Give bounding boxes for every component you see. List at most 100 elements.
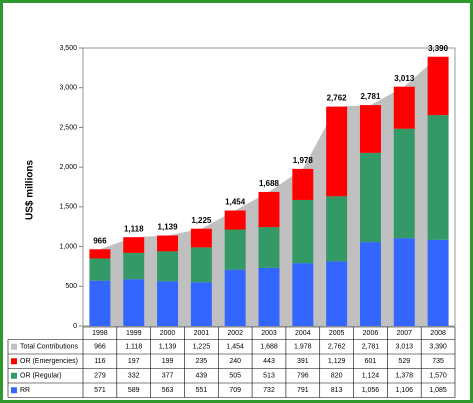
table-value: 391 — [297, 358, 309, 365]
bar-segment — [157, 251, 179, 282]
total-label: 1,225 — [191, 216, 212, 225]
legend-label: OR (Emergencies) — [20, 358, 78, 365]
legend-swatch — [11, 343, 17, 350]
table-value: 2,762 — [328, 344, 346, 351]
table-value: 820 — [331, 373, 343, 380]
total-area — [99, 56, 439, 326]
legend-label: RR — [20, 387, 30, 394]
y-tick-label: 3,000 — [59, 85, 77, 92]
table-value: 709 — [229, 387, 241, 394]
bar-segment — [157, 235, 179, 252]
table-value: 563 — [162, 387, 174, 394]
total-label: 2,762 — [327, 94, 348, 103]
total-label: 1,118 — [124, 224, 144, 233]
bar-segment — [190, 247, 212, 283]
total-label: 1,688 — [259, 179, 280, 188]
table-value: 240 — [229, 358, 241, 365]
bar-segment — [359, 105, 381, 153]
table-value: 1,225 — [193, 344, 211, 351]
bar-segment — [123, 252, 145, 280]
x-tick-label: 2007 — [396, 330, 412, 337]
y-tick-label: 2,000 — [59, 164, 77, 171]
legend-label: OR (Regular) — [20, 373, 62, 380]
bar-segment — [224, 269, 246, 326]
table-value: 1,129 — [328, 358, 346, 365]
x-tick-label: 2002 — [227, 330, 243, 337]
table-value: 116 — [94, 358, 105, 365]
bar-segment — [89, 258, 111, 281]
y-tick-label: 2,500 — [59, 124, 77, 131]
table-value: 443 — [263, 358, 275, 365]
bar-segment — [224, 210, 246, 230]
table-value: 813 — [331, 387, 343, 394]
table-value: 1,570 — [429, 373, 447, 380]
bar-segment — [393, 128, 415, 239]
table-value: 332 — [128, 373, 140, 380]
table-value: 505 — [229, 373, 241, 380]
bar-segment — [123, 279, 145, 326]
bar-segment — [292, 263, 314, 326]
y-tick-label: 0 — [73, 323, 77, 330]
total-label: 1,454 — [225, 198, 246, 207]
x-tick-label: 2000 — [160, 330, 176, 337]
total-label: 1,978 — [293, 156, 314, 165]
bar-segment — [190, 228, 212, 248]
bar-segment — [359, 152, 381, 243]
x-tick-label: 2005 — [329, 330, 345, 337]
legend-swatch — [11, 358, 17, 365]
table-value: 571 — [94, 387, 106, 394]
table-value: 1,106 — [396, 387, 414, 394]
table-value: 796 — [297, 373, 309, 380]
bar-segment — [224, 229, 246, 270]
x-tick-label: 2008 — [430, 330, 446, 337]
x-tick-label: 1998 — [92, 330, 108, 337]
table-value: 3,390 — [429, 344, 447, 351]
bar-segment — [89, 280, 111, 326]
bar-segment — [326, 106, 348, 197]
table-value: 732 — [263, 387, 275, 394]
legend-swatch — [11, 387, 17, 394]
table-value: 1,688 — [260, 344, 278, 351]
table-value: 1,139 — [159, 344, 177, 351]
table-value: 1,454 — [226, 344, 244, 351]
table-value: 199 — [162, 358, 174, 365]
bar-segment — [258, 267, 280, 326]
total-label: 966 — [93, 236, 107, 245]
legend-label: Total Contributions — [20, 344, 78, 351]
table-value: 966 — [94, 344, 106, 351]
total-label: 2,781 — [360, 92, 381, 101]
table-value: 1,378 — [396, 373, 414, 380]
bar-segment — [123, 237, 145, 253]
bar-segment — [157, 281, 179, 326]
table-value: 197 — [128, 358, 140, 365]
table-value: 279 — [94, 373, 106, 380]
table-value: 601 — [365, 358, 377, 365]
y-tick-label: 1,000 — [59, 243, 77, 250]
table-value: 589 — [128, 387, 140, 394]
bar-segment — [427, 239, 449, 326]
table-value: 377 — [162, 373, 174, 380]
y-tick-label: 1,500 — [59, 204, 77, 211]
table-value: 3,013 — [396, 344, 414, 351]
x-tick-label: 2006 — [363, 330, 379, 337]
y-tick-label: 3,500 — [59, 45, 77, 52]
bar-segment — [393, 238, 415, 326]
table-value: 1,056 — [362, 387, 380, 394]
total-label: 1,139 — [158, 223, 179, 232]
table-value: 513 — [263, 373, 275, 380]
bar-segment — [89, 249, 111, 259]
bar-segment — [326, 196, 348, 262]
table-value: 1,978 — [294, 344, 312, 351]
bar-segment — [292, 199, 314, 264]
x-tick-label: 1999 — [126, 330, 142, 337]
bar-segment — [258, 191, 280, 228]
table-value: 735 — [432, 358, 444, 365]
table-value: 1,085 — [429, 387, 447, 394]
y-axis-label: US$ millions — [25, 160, 36, 220]
bar-segment — [427, 115, 449, 240]
table-value: 235 — [196, 358, 208, 365]
bar-segment — [190, 282, 212, 326]
x-tick-label: 2004 — [295, 330, 311, 337]
total-label: 3,013 — [394, 74, 415, 83]
